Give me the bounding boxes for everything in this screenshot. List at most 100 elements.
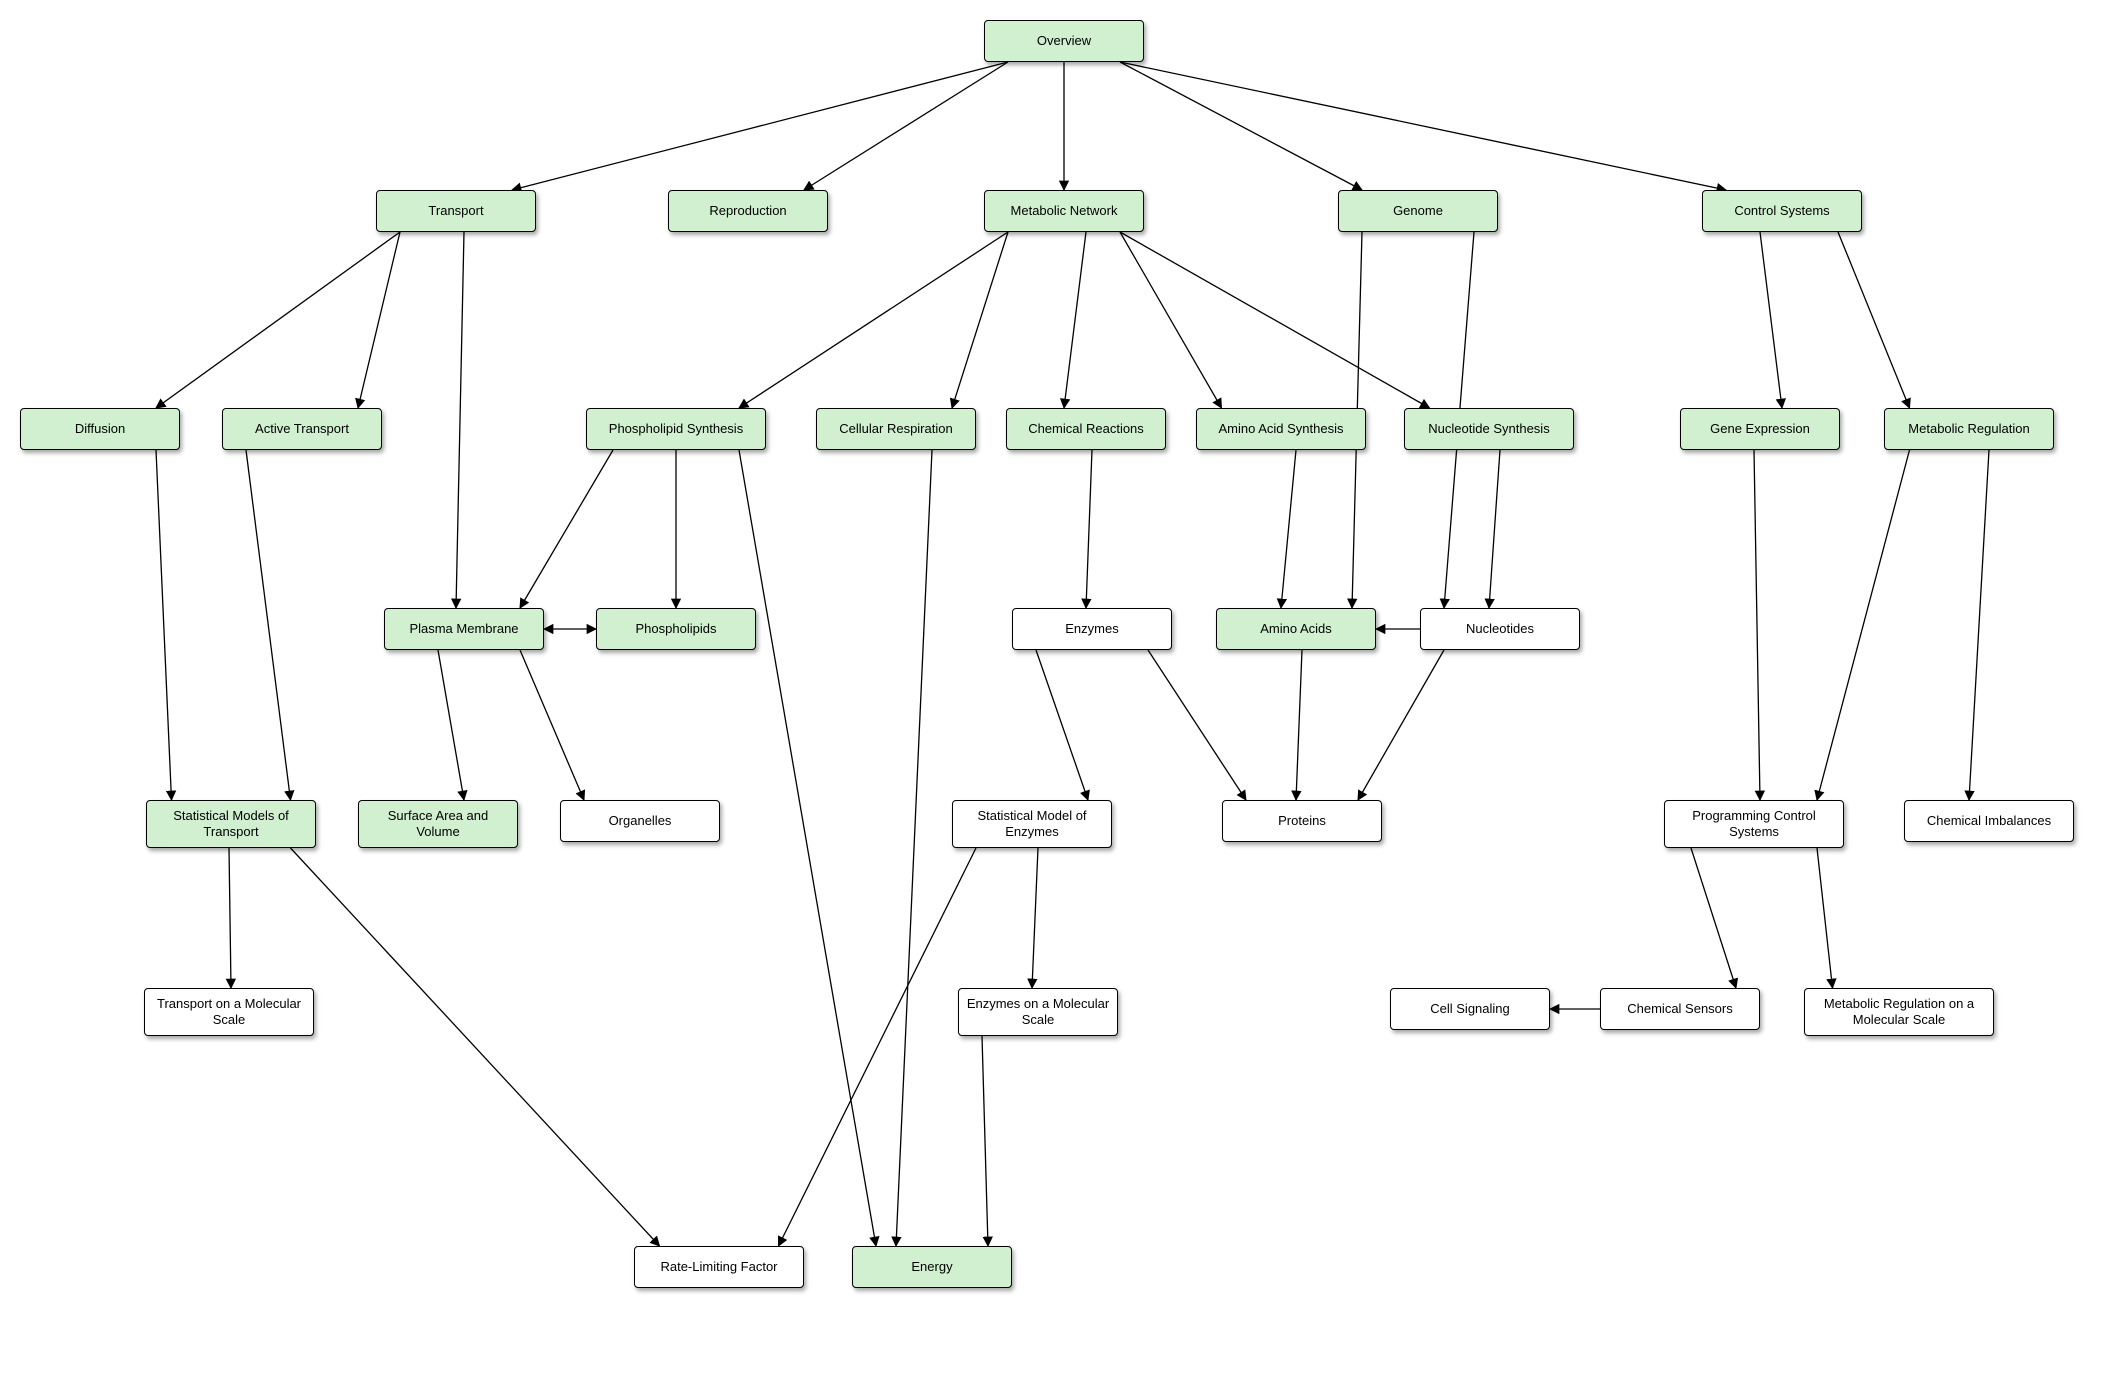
node-enzymes[interactable]: Enzymes	[1012, 608, 1172, 650]
edge-nucleotide_synth-nucleotides	[1489, 450, 1500, 608]
node-label: Energy	[911, 1259, 952, 1275]
edge-overview-control_systems	[1120, 62, 1726, 190]
node-enzymes_molecular[interactable]: Enzymes on a Molecular Scale	[958, 988, 1118, 1036]
node-label: Metabolic Network	[1011, 203, 1118, 219]
node-amino_acid_synth[interactable]: Amino Acid Synthesis	[1196, 408, 1366, 450]
edge-metabolic_network-amino_acid_synth	[1120, 232, 1222, 408]
edge-amino_acid_synth-amino_acids	[1281, 450, 1296, 608]
edge-prog_control-chem_sensors	[1691, 848, 1736, 988]
node-energy[interactable]: Energy	[852, 1246, 1012, 1288]
edge-gene_expression-prog_control	[1754, 450, 1760, 800]
edge-phospholipid_synth-plasma_membrane	[520, 450, 613, 608]
node-metabolic_network[interactable]: Metabolic Network	[984, 190, 1144, 232]
node-label: Reproduction	[709, 203, 786, 219]
node-label: Gene Expression	[1710, 421, 1810, 437]
node-prog_control[interactable]: Programming Control Systems	[1664, 800, 1844, 848]
node-label: Statistical Model of Enzymes	[959, 808, 1105, 839]
node-diffusion[interactable]: Diffusion	[20, 408, 180, 450]
edge-overview-reproduction	[804, 62, 1008, 190]
node-label: Proteins	[1278, 813, 1326, 829]
node-label: Chemical Reactions	[1028, 421, 1144, 437]
edge-diffusion-stat_transport	[156, 450, 172, 800]
node-stat_transport[interactable]: Statistical Models of Transport	[146, 800, 316, 848]
edge-control_systems-gene_expression	[1760, 232, 1782, 408]
node-label: Active Transport	[255, 421, 349, 437]
edge-metabolic_network-chemical_reactions	[1064, 232, 1086, 408]
node-surface_area[interactable]: Surface Area and Volume	[358, 800, 518, 848]
node-label: Surface Area and Volume	[365, 808, 511, 839]
node-label: Amino Acids	[1260, 621, 1332, 637]
edge-metabolic_regulation-chem_imbalances	[1969, 450, 1989, 800]
edge-active_transport-stat_transport	[246, 450, 291, 800]
node-chem_imbalances[interactable]: Chemical Imbalances	[1904, 800, 2074, 842]
edge-stat_enzymes-rate_limiting	[779, 848, 977, 1246]
node-label: Enzymes on a Molecular Scale	[965, 996, 1111, 1027]
node-transport[interactable]: Transport	[376, 190, 536, 232]
node-label: Amino Acid Synthesis	[1218, 421, 1343, 437]
edge-enzymes-proteins	[1148, 650, 1246, 800]
node-metreg_molecular[interactable]: Metabolic Regulation on a Molecular Scal…	[1804, 988, 1994, 1036]
edge-chemical_reactions-enzymes	[1086, 450, 1092, 608]
node-label: Overview	[1037, 33, 1091, 49]
node-label: Cellular Respiration	[839, 421, 952, 437]
edge-transport-plasma_membrane	[456, 232, 464, 608]
node-label: Programming Control Systems	[1671, 808, 1837, 839]
node-label: Cell Signaling	[1430, 1001, 1510, 1017]
edge-metabolic_regulation-prog_control	[1817, 450, 1910, 800]
node-proteins[interactable]: Proteins	[1222, 800, 1382, 842]
node-organelles[interactable]: Organelles	[560, 800, 720, 842]
node-overview[interactable]: Overview	[984, 20, 1144, 62]
node-label: Nucleotide Synthesis	[1428, 421, 1549, 437]
node-label: Metabolic Regulation	[1908, 421, 2029, 437]
node-gene_expression[interactable]: Gene Expression	[1680, 408, 1840, 450]
node-plasma_membrane[interactable]: Plasma Membrane	[384, 608, 544, 650]
node-label: Genome	[1393, 203, 1443, 219]
edge-nucleotides-proteins	[1358, 650, 1444, 800]
edge-overview-genome	[1120, 62, 1362, 190]
node-label: Chemical Sensors	[1627, 1001, 1733, 1017]
node-label: Transport	[428, 203, 483, 219]
node-cell_signaling[interactable]: Cell Signaling	[1390, 988, 1550, 1030]
edge-phospholipid_synth-energy	[739, 450, 876, 1246]
node-genome[interactable]: Genome	[1338, 190, 1498, 232]
node-amino_acids[interactable]: Amino Acids	[1216, 608, 1376, 650]
edge-transport-active_transport	[358, 232, 400, 408]
node-cellular_respiration[interactable]: Cellular Respiration	[816, 408, 976, 450]
node-nucleotide_synth[interactable]: Nucleotide Synthesis	[1404, 408, 1574, 450]
edge-enzymes_molecular-energy	[982, 1036, 988, 1246]
node-label: Phospholipid Synthesis	[609, 421, 743, 437]
node-label: Diffusion	[75, 421, 125, 437]
node-label: Organelles	[609, 813, 672, 829]
node-chem_sensors[interactable]: Chemical Sensors	[1600, 988, 1760, 1030]
edge-transport-diffusion	[156, 232, 400, 408]
flowchart-diagram: Overview Transport Reproduction Metabolic N…	[0, 0, 2128, 1390]
node-nucleotides[interactable]: Nucleotides	[1420, 608, 1580, 650]
edge-plasma_membrane-organelles	[520, 650, 584, 800]
node-label: Enzymes	[1065, 621, 1118, 637]
node-active_transport[interactable]: Active Transport	[222, 408, 382, 450]
node-label: Statistical Models of Transport	[153, 808, 309, 839]
node-reproduction[interactable]: Reproduction	[668, 190, 828, 232]
node-stat_enzymes[interactable]: Statistical Model of Enzymes	[952, 800, 1112, 848]
edge-amino_acids-proteins	[1296, 650, 1302, 800]
edge-cellular_respiration-energy	[896, 450, 932, 1246]
node-label: Transport on a Molecular Scale	[151, 996, 307, 1027]
node-label: Plasma Membrane	[409, 621, 518, 637]
node-label: Control Systems	[1734, 203, 1829, 219]
edge-prog_control-metreg_molecular	[1817, 848, 1833, 988]
edge-enzymes-stat_enzymes	[1036, 650, 1088, 800]
node-label: Chemical Imbalances	[1927, 813, 2051, 829]
edge-metabolic_network-nucleotide_synth	[1120, 232, 1430, 408]
node-chemical_reactions[interactable]: Chemical Reactions	[1006, 408, 1166, 450]
edge-stat_enzymes-enzymes_molecular	[1032, 848, 1038, 988]
edge-overview-transport	[512, 62, 1008, 190]
node-label: Nucleotides	[1466, 621, 1534, 637]
node-control_systems[interactable]: Control Systems	[1702, 190, 1862, 232]
node-phospholipid_synth[interactable]: Phospholipid Synthesis	[586, 408, 766, 450]
node-label: Phospholipids	[636, 621, 717, 637]
node-rate_limiting[interactable]: Rate-Limiting Factor	[634, 1246, 804, 1288]
edge-plasma_membrane-surface_area	[438, 650, 464, 800]
node-phospholipids[interactable]: Phospholipids	[596, 608, 756, 650]
node-transport_molecular[interactable]: Transport on a Molecular Scale	[144, 988, 314, 1036]
node-metabolic_regulation[interactable]: Metabolic Regulation	[1884, 408, 2054, 450]
